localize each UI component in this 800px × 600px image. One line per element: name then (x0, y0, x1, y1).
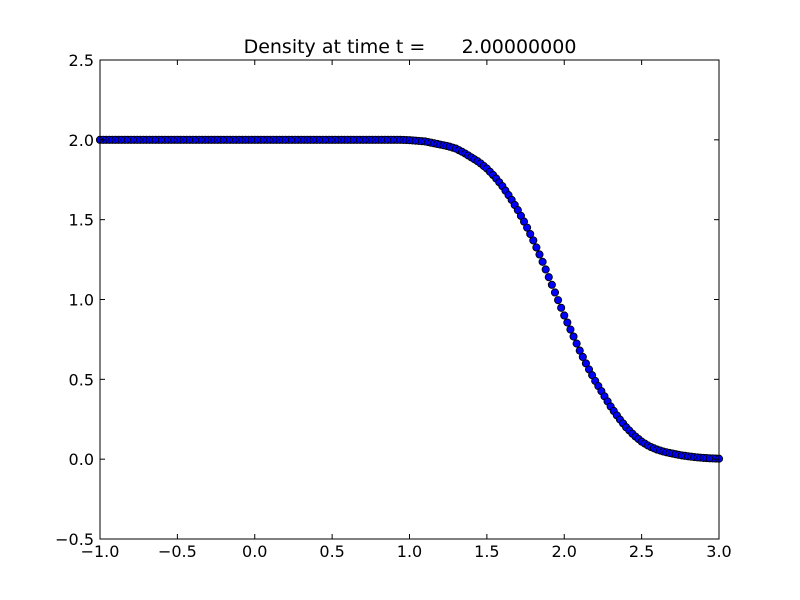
y-tick-label: 2.0 (69, 131, 94, 150)
plot-background (100, 60, 719, 539)
x-tick-label: 0.0 (242, 542, 267, 561)
data-point (523, 223, 532, 232)
data-point (560, 311, 569, 320)
data-point (575, 346, 584, 355)
y-tick-label: 1.5 (69, 211, 94, 230)
data-point (541, 265, 550, 274)
chart-title: Density at time t = 2.00000000 (244, 36, 577, 58)
axis-ticks (99, 59, 720, 540)
data-point (544, 273, 553, 282)
x-tick-label: 2.5 (629, 542, 654, 561)
data-point (554, 296, 563, 305)
data-points (95, 135, 724, 463)
x-tick-label: 2.0 (552, 542, 577, 561)
y-tick-label: −0.5 (55, 530, 94, 549)
data-point (572, 339, 581, 348)
data-point (550, 288, 560, 297)
data-point (535, 250, 544, 259)
data-point (569, 332, 578, 341)
data-point (532, 243, 541, 252)
y-tick-label: 0.5 (69, 370, 94, 389)
y-tick-label: 2.5 (69, 51, 94, 70)
y-tick-label: 0.0 (69, 450, 94, 469)
data-point (538, 257, 547, 266)
plot-area (100, 60, 719, 539)
x-tick-label: −1.0 (81, 542, 120, 561)
data-point (566, 325, 575, 334)
x-tick-label: 0.5 (319, 542, 344, 561)
x-tick-label: 1.0 (397, 542, 422, 561)
x-tick-label: 1.5 (474, 542, 499, 561)
data-point (526, 229, 535, 239)
data-point (557, 303, 566, 312)
x-tick-label: −0.5 (158, 542, 197, 561)
y-tick-label: 1.0 (69, 291, 94, 310)
data-point (529, 236, 538, 245)
data-point (547, 280, 556, 289)
data-point (563, 318, 572, 327)
x-tick-label: 3.0 (706, 542, 731, 561)
tick-labels: −1.0 −0.5 0.0 0.5 1.0 1.5 2.0 2.5 3.0−0.50.00.51… (55, 51, 732, 561)
data-point (578, 352, 587, 362)
